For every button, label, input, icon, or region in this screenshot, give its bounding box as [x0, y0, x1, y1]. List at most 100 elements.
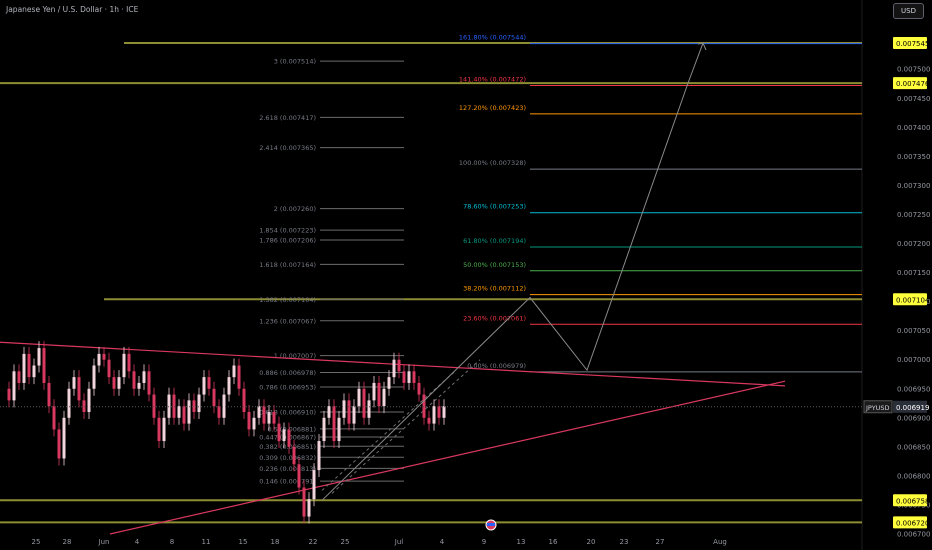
candle-body	[182, 406, 186, 424]
fib-extension-label: 0.309 (0.006832)	[259, 454, 316, 462]
candle-body	[167, 394, 171, 418]
fib-extension-label: 1.618 (0.007164)	[259, 261, 316, 269]
fib-retracement-label: 61.80% (0.007194)	[463, 237, 526, 245]
x-tick-label: 25	[32, 538, 41, 546]
candle-body	[282, 429, 286, 442]
fib-extension-label: 0.5 (0.006881)	[268, 425, 317, 433]
x-tick-label: 28	[63, 538, 72, 546]
candle-body	[267, 411, 271, 424]
candle-body	[252, 417, 256, 430]
candle-body	[57, 429, 61, 459]
candle-body	[347, 400, 351, 424]
y-tick-label: 0.007500	[897, 66, 930, 74]
candle-body	[187, 400, 191, 424]
level-price-tag	[893, 494, 927, 507]
candle-body	[292, 446, 296, 465]
candle-body	[87, 388, 91, 412]
candle-body	[377, 382, 381, 407]
fib-retracement-label: 78.60% (0.007253)	[463, 203, 526, 211]
candle-body	[232, 365, 236, 378]
y-tick-label: 0.006850	[897, 443, 930, 451]
y-tick-label: 0.007250	[897, 211, 930, 219]
fib-retracement-label: 100.00% (0.007328)	[459, 159, 526, 167]
candle-body	[117, 377, 121, 389]
candle-body	[217, 406, 221, 418]
fib-retracement-label: 161.80% (0.007544)	[459, 34, 526, 42]
candle-body	[12, 371, 16, 401]
symbol-tag	[863, 400, 893, 414]
x-tick-label: 27	[656, 538, 665, 546]
candle-body	[272, 411, 276, 424]
candle-body	[382, 388, 386, 407]
candle-body	[427, 417, 431, 424]
candle-body	[152, 394, 156, 418]
projection-arrowhead	[697, 42, 707, 51]
candle-body	[312, 470, 316, 500]
candle-body	[172, 394, 176, 418]
candle-body	[67, 388, 71, 418]
candle-body	[317, 441, 321, 471]
fib-retracement-label: 23.60% (0.007061)	[463, 314, 526, 322]
level-price-text: 0.006758	[896, 497, 929, 505]
fib-extension-label: 1.786 (0.007206)	[259, 237, 316, 245]
candle-body	[97, 353, 101, 366]
candle-body	[307, 499, 311, 517]
candle-body	[277, 423, 281, 442]
candle-body	[147, 371, 151, 395]
y-tick-label: 0.006950	[897, 385, 930, 393]
candle-body	[412, 371, 416, 383]
candle-body	[52, 406, 56, 430]
x-tick-label: Jun	[98, 538, 110, 546]
candle-body	[17, 371, 21, 383]
currency-button[interactable]: USD	[893, 3, 924, 19]
x-tick-label: 16	[549, 538, 558, 546]
x-tick-label: Aug	[713, 538, 727, 546]
x-tick-label: 13	[517, 538, 526, 546]
candle-body	[32, 365, 36, 378]
fib-extension-label: 1.382 (0.007104)	[259, 296, 316, 304]
candle-body	[37, 348, 41, 366]
candle-body	[77, 377, 81, 401]
level-price-text: 0.007476	[896, 80, 930, 88]
fib-retracement-label: 50.00% (0.007153)	[463, 261, 526, 269]
symbol-title: Japanese Yen / U.S. Dollar · 1h · ICE	[6, 5, 139, 14]
y-tick-label: 0.007000	[897, 356, 930, 364]
fib-extension-label: 0.146 (0.006791)	[259, 478, 316, 486]
y-tick-label: 0.007050	[897, 327, 930, 335]
fib-extension-label: 2 (0.007260)	[274, 205, 316, 213]
candle-body	[372, 382, 376, 401]
symbol-text: JPYUSD	[865, 404, 890, 412]
fib-extension-label: 2.618 (0.007417)	[259, 114, 316, 122]
candle-body	[242, 388, 246, 412]
y-tick-label: 0.006700	[897, 531, 930, 539]
candle-body	[7, 388, 11, 401]
candle-body	[437, 406, 441, 418]
candle-body	[357, 388, 361, 407]
x-tick-label: 23	[620, 538, 629, 546]
candle-body	[62, 417, 66, 459]
candle-body	[42, 348, 46, 383]
dashed-guide-line	[321, 370, 456, 491]
candle-body	[192, 400, 196, 412]
level-price-tag	[893, 37, 927, 50]
level-price-tag	[893, 516, 927, 529]
fib-extension-label: 1.854 (0.007223)	[259, 227, 316, 235]
y-tick-label: 0.006900	[897, 414, 930, 422]
candle-body	[297, 464, 301, 488]
candle-body	[112, 377, 116, 389]
fib-extension-label: 0.618 (0.006910)	[259, 408, 316, 416]
candle-body	[137, 382, 141, 389]
fib-retracement-label: 127.20% (0.007423)	[459, 104, 526, 112]
fib-extension-label: 2.414 (0.007365)	[259, 144, 316, 152]
x-tick-label: 15	[239, 538, 248, 546]
candle-body	[212, 388, 216, 407]
fib-extension-label: 1 (0.007007)	[274, 352, 316, 360]
fib-extension-label: 0.786 (0.006953)	[259, 384, 316, 392]
candle-body	[142, 371, 146, 383]
candle-body	[262, 406, 266, 424]
fib-extension-label: 0.886 (0.006978)	[259, 369, 316, 377]
y-tick-label: 0.007200	[897, 240, 930, 248]
x-tick-label: 25	[341, 538, 350, 546]
y-tick-label: 0.007300	[897, 182, 930, 190]
